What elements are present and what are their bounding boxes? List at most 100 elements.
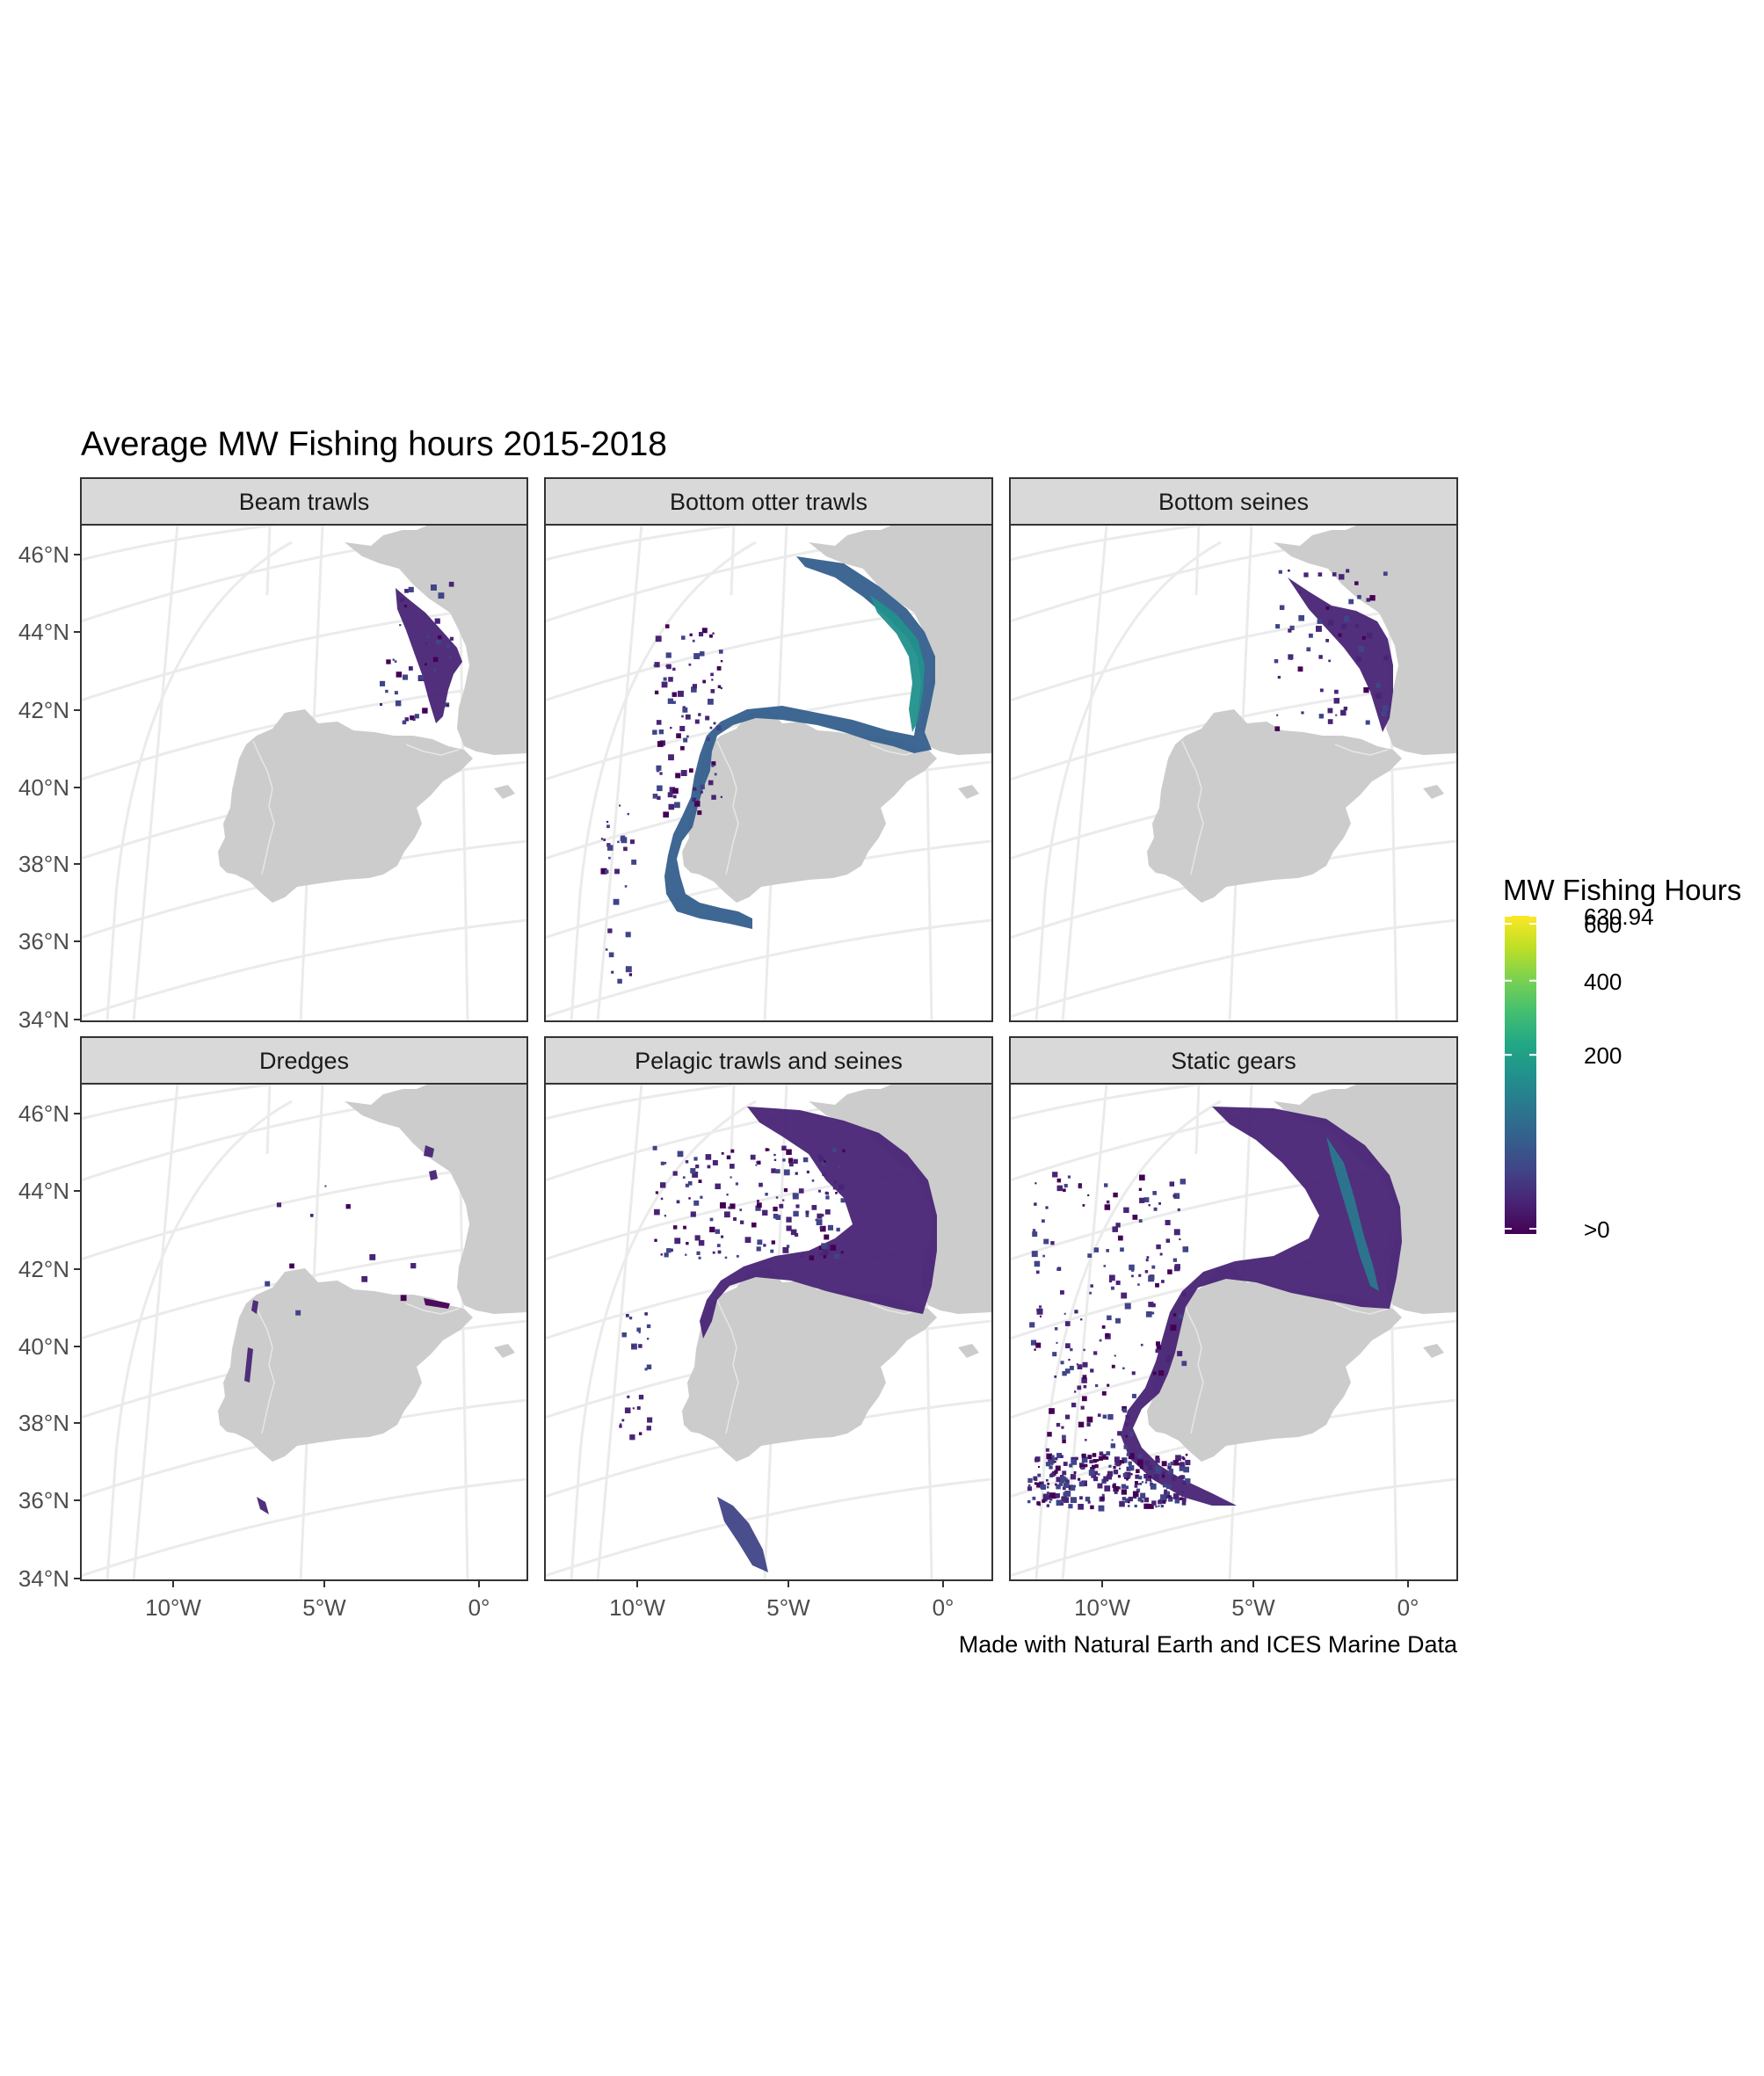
fishing-effort-cell [1126, 1466, 1131, 1471]
fishing-effort-cell [605, 948, 608, 951]
fishing-effort-cell [717, 685, 722, 689]
fishing-effort-cell [1093, 1247, 1100, 1252]
fishing-effort-cell [1182, 1457, 1186, 1461]
fishing-effort-cell [669, 787, 675, 793]
fishing-effort-cell [1043, 1238, 1049, 1245]
fishing-effort-cell [1043, 1498, 1048, 1502]
fishing-effort-cell [1032, 1231, 1038, 1238]
fishing-effort-cell [693, 801, 701, 807]
fishing-effort-cell [449, 656, 452, 658]
fishing-effort-cell [652, 794, 658, 799]
map-layers [81, 525, 527, 1021]
fishing-effort-cell [1155, 1348, 1159, 1354]
y-axis-tick-label: 42°N [18, 697, 69, 723]
fishing-effort-cell [692, 787, 696, 791]
portugal-spain-border [252, 1299, 275, 1434]
fishing-effort-cell [842, 1149, 846, 1152]
fishing-effort-cell [647, 1417, 653, 1423]
fishing-effort-cell [1045, 1448, 1049, 1452]
fishing-effort-cell [689, 633, 693, 636]
map-layers [1010, 1084, 1457, 1580]
fishing-effort-cell [1328, 659, 1331, 663]
x-axis-tick-label: 0° [1397, 1594, 1419, 1621]
fishing-effort-cell [1080, 1405, 1085, 1410]
fishing-effort-cell [706, 737, 710, 742]
fishing-effort-cell [1081, 1456, 1088, 1463]
panel-frame [80, 524, 528, 1022]
fishing-effort-cell [631, 1345, 635, 1348]
fishing-effort-cell [818, 1189, 821, 1193]
fishing-effort-cell [1174, 1498, 1180, 1504]
fishing-effort-cell [665, 652, 671, 658]
fishing-effort-cell [611, 970, 614, 974]
fishing-effort-area [424, 1145, 434, 1158]
fishing-effort-cell [705, 715, 710, 721]
fishing-effort-cell [1092, 1464, 1096, 1470]
fishing-effort-cell [823, 1255, 827, 1259]
fishing-effort-cell [446, 644, 450, 649]
fishing-effort-cell [394, 691, 398, 695]
fishing-effort-cell [836, 1227, 840, 1232]
fishing-effort-cell [1173, 1229, 1180, 1236]
fishing-effort-cell [425, 663, 427, 666]
fishing-effort-cell [682, 1176, 686, 1179]
fishing-effort-cell [683, 1225, 686, 1230]
fishing-effort-cell [700, 1195, 703, 1199]
fishing-effort-cell [425, 642, 428, 645]
fishing-effort-cell [691, 686, 697, 693]
fishing-effort-cell [822, 1172, 825, 1176]
fishing-effort-cell [1156, 1345, 1162, 1350]
fishing-effort-cell [1064, 1321, 1071, 1326]
fishing-effort-cell [1155, 1458, 1160, 1463]
fishing-effort-cell [674, 1238, 681, 1245]
fishing-effort-cell [726, 1194, 729, 1196]
fishing-effort-cell [1046, 1504, 1049, 1507]
fishing-effort-cell [434, 618, 440, 624]
fishing-effort-cell [419, 675, 425, 680]
fishing-effort-cell [1087, 1455, 1093, 1459]
fishing-effort-cell [675, 773, 681, 779]
fishing-effort-cell [711, 795, 716, 800]
fishing-effort-cell [1327, 719, 1333, 724]
fishing-effort-cell [1078, 1421, 1085, 1428]
fishing-effort-cell [831, 1148, 837, 1153]
fishing-effort-cell [1063, 1482, 1070, 1489]
fishing-effort-cell [324, 1185, 327, 1187]
x-axis-tick-label: 0° [468, 1594, 490, 1621]
fishing-effort-cell [756, 1246, 761, 1252]
iberia-landmass [218, 1268, 473, 1462]
fishing-effort-cell [1165, 1219, 1171, 1226]
x-axis-tick-label: 5°W [302, 1594, 346, 1621]
fishing-effort-cell [664, 1161, 667, 1165]
fishing-effort-cell [1071, 1459, 1078, 1465]
fishing-effort-cell [1032, 1229, 1036, 1232]
fishing-effort-cell [646, 1364, 652, 1369]
fishing-effort-cell [1153, 1207, 1158, 1211]
fishing-effort-cell [1138, 1219, 1143, 1223]
fishing-effort-cell [652, 730, 657, 735]
fishing-effort-cell [686, 735, 689, 738]
fishing-effort-cell [1101, 1493, 1105, 1497]
fishing-effort-cell [1117, 1431, 1122, 1436]
fishing-effort-cell [1111, 1439, 1114, 1441]
facet-strip [80, 477, 528, 526]
fishing-effort-cell [1334, 689, 1339, 694]
fishing-effort-cell [1034, 1260, 1041, 1267]
fishing-effort-cell [1275, 624, 1281, 629]
fishing-effort-cell [793, 1158, 798, 1165]
fishing-effort-cell [1306, 647, 1311, 652]
fishing-effort-cell [438, 592, 445, 599]
fishing-effort-cell [1340, 709, 1347, 716]
fishing-effort-cell [1346, 569, 1350, 573]
fishing-effort-cell [1090, 1284, 1093, 1288]
fishing-effort-cell [815, 1218, 818, 1222]
fishing-effort-cell [716, 665, 722, 671]
fishing-effort-cell [656, 765, 662, 771]
fishing-effort-cell [1070, 1474, 1077, 1480]
fishing-effort-cell [1356, 657, 1361, 662]
fishing-effort-cell [1276, 714, 1279, 716]
fishing-effort-cell [625, 932, 631, 938]
legend-colorbar [1505, 916, 1536, 1234]
fishing-effort-area [251, 1300, 258, 1314]
y-axis-tick-label: 46°N [18, 541, 69, 568]
